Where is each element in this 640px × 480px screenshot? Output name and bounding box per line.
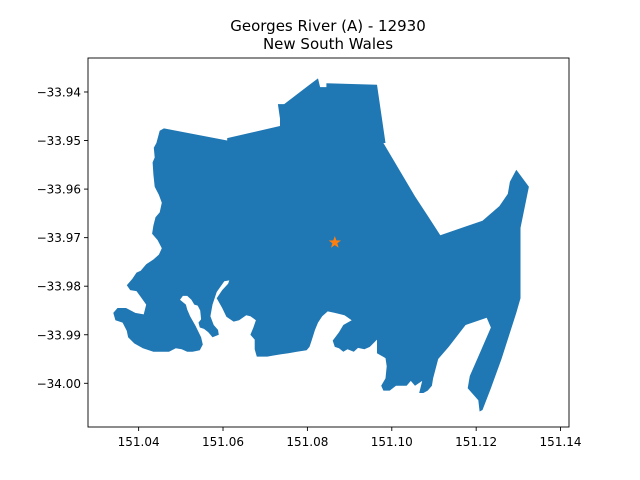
axes-frame <box>87 57 570 428</box>
x-tick-label: 151.06 <box>202 435 244 449</box>
map-title-line-1: Georges River (A) - 12930 <box>230 17 426 35</box>
y-tick-label: −33.97 <box>37 231 81 245</box>
x-tick-label: 151.12 <box>455 435 497 449</box>
map-title-line-2: New South Wales <box>263 35 393 53</box>
x-tick-label: 151.08 <box>286 435 328 449</box>
y-tick-label: −33.95 <box>37 134 81 148</box>
x-tick-label: 151.14 <box>540 435 582 449</box>
centroid-star-marker <box>328 236 342 248</box>
x-tick-label: 151.10 <box>371 435 413 449</box>
y-tick-label: −34.00 <box>37 377 81 391</box>
region-polygon-georges-river <box>113 78 529 412</box>
y-axis: −33.94 −33.95 −33.96 −33.97 −33.98 −33.99 −34.… <box>37 85 88 391</box>
y-tick-label: −33.96 <box>37 183 81 197</box>
y-tick-label: −33.98 <box>37 280 81 294</box>
x-tick-label: 151.04 <box>118 435 160 449</box>
x-axis: 151.04 151.06 151.08 151.10 151.12 151.14 <box>118 427 582 449</box>
plot-area <box>113 78 529 412</box>
y-tick-label: −33.94 <box>37 85 81 99</box>
y-tick-label: −33.99 <box>37 328 81 342</box>
